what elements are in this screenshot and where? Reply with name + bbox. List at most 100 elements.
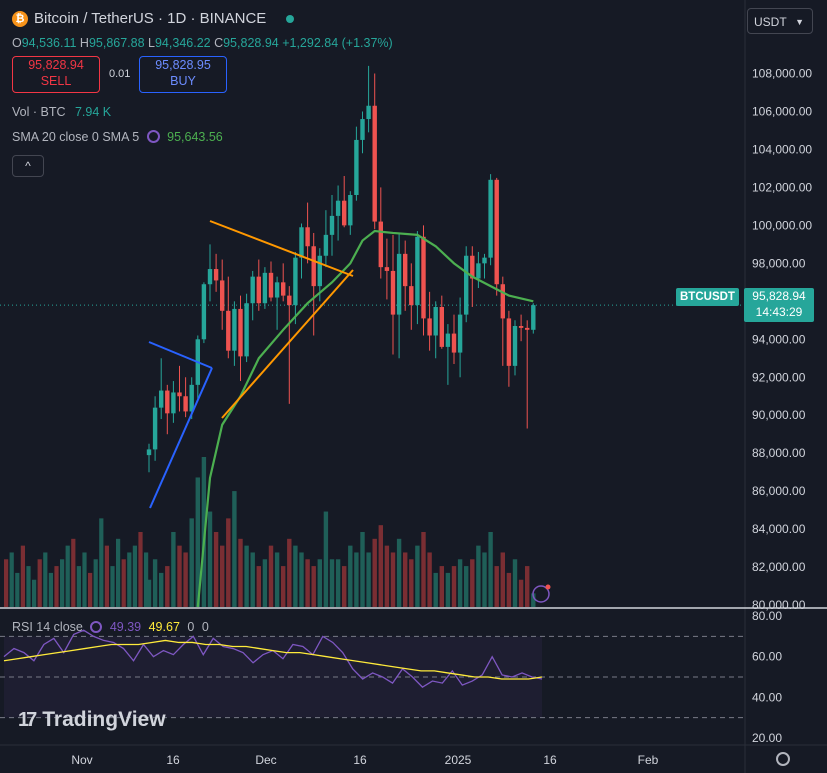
candle-body <box>329 215 335 235</box>
tradingview-logo[interactable]: 17 TradingView <box>18 708 166 732</box>
alert-dot-icon <box>545 584 551 590</box>
volume-bar <box>207 511 213 607</box>
buy-button[interactable]: 95,828.95 BUY <box>139 56 227 93</box>
candle-body <box>506 318 512 366</box>
open-value: 94,536.11 <box>21 36 77 50</box>
volume-bar <box>293 545 298 607</box>
volume-bar <box>317 559 322 607</box>
candle-body <box>213 269 219 281</box>
candle-body <box>189 384 194 412</box>
volume-bar <box>32 579 37 607</box>
volume-bar <box>433 572 438 607</box>
rsi-tick-label: 60.00 <box>752 650 782 664</box>
collapse-legend-button[interactable]: ^ <box>12 155 44 177</box>
price-tick-label: 90,000.00 <box>752 408 806 422</box>
candle-body <box>323 234 329 256</box>
candle-body <box>165 390 170 414</box>
volume-bar <box>213 532 219 607</box>
price-tick-label: 106,000.00 <box>752 104 812 118</box>
time-tick-label: 16 <box>353 753 367 767</box>
price-tick-label: 88,000.00 <box>752 446 806 460</box>
rsi-tick-label: 80.00 <box>752 609 782 623</box>
loading-icon <box>146 130 160 143</box>
volume-bar <box>445 572 451 607</box>
volume-bar <box>281 566 286 607</box>
volume-bar <box>354 552 359 607</box>
orange-trendline <box>209 220 354 277</box>
sell-button[interactable]: 95,828.94 SELL <box>12 56 100 93</box>
candle-body <box>171 392 176 414</box>
orange-trendline <box>221 269 354 419</box>
volume-bar <box>348 545 353 607</box>
sell-label: SELL <box>40 74 72 88</box>
candle-body <box>311 246 316 287</box>
rsi-tick-label: 20.00 <box>752 731 782 745</box>
price-tick-label: 82,000.00 <box>752 560 806 574</box>
volume-bar <box>335 559 341 607</box>
volume-bar <box>99 518 104 607</box>
volume-bar <box>171 532 176 607</box>
volume-bar <box>488 532 493 607</box>
last-price-label: 95,828.94 14:43:29 <box>744 288 814 322</box>
time-tick-label: 2025 <box>445 753 472 767</box>
volume-bar <box>457 559 463 607</box>
candle-body <box>482 257 487 264</box>
candle-body <box>256 276 261 304</box>
candle-body <box>488 179 493 258</box>
candle-body <box>403 253 408 287</box>
volume-legend[interactable]: Vol · BTC 7.94 K <box>12 105 111 119</box>
volume-bar <box>146 579 152 607</box>
volume-bar <box>65 545 70 607</box>
candle-body <box>531 305 536 330</box>
volume-bar <box>110 566 115 607</box>
candle-body <box>348 194 353 226</box>
volume-bar <box>329 559 335 607</box>
candle-body <box>274 282 280 298</box>
volume-bar <box>287 538 292 607</box>
sma-legend[interactable]: SMA 20 close 0 SMA 5 95,643.56 <box>12 130 223 144</box>
candle-body <box>445 333 451 347</box>
sell-price: 95,828.94 <box>28 58 84 72</box>
volume-bar <box>88 572 93 607</box>
settings-icon[interactable] <box>776 752 790 766</box>
candle-body <box>244 303 249 357</box>
symbol-title[interactable]: Bitcoin / TetherUS · 1D · BINANCE <box>34 10 267 27</box>
volume-bar <box>311 566 316 607</box>
volume-bar <box>421 532 426 607</box>
candle-body <box>457 314 463 353</box>
volume-bar <box>525 566 530 607</box>
volume-label: Vol · BTC <box>12 105 66 119</box>
volume-bar <box>470 559 475 607</box>
loading-icon <box>90 621 103 633</box>
volume-bar <box>415 545 420 607</box>
candle-body <box>366 105 371 120</box>
rsi-legend[interactable]: RSI 14 close 49.39 49.67 0 0 <box>12 620 209 634</box>
bar-countdown: 14:43:29 <box>755 305 803 319</box>
currency-value: USDT <box>754 15 787 29</box>
candle-body <box>433 307 438 336</box>
candle-body <box>146 449 152 456</box>
volume-bar <box>127 552 132 607</box>
volume-bar <box>132 545 137 607</box>
volume-bar <box>60 559 65 607</box>
price-tick-label: 98,000.00 <box>752 256 806 270</box>
candle-body <box>439 307 444 347</box>
candle-body <box>409 286 414 306</box>
candle-body <box>335 200 341 216</box>
volume-bar <box>531 593 536 607</box>
volume-bar <box>256 566 261 607</box>
candle-body <box>500 284 505 319</box>
blue-trendline <box>148 341 213 369</box>
volume-bar <box>20 545 25 607</box>
close-value: 95,828.94 <box>223 36 279 50</box>
price-tick-label: 94,000.00 <box>752 332 806 346</box>
candle-body <box>152 407 158 450</box>
currency-select[interactable]: USDT ▼ <box>747 8 813 34</box>
volume-bar <box>9 552 14 607</box>
volume-bar <box>138 532 143 607</box>
volume-bar <box>183 552 188 607</box>
candle-body <box>354 139 359 195</box>
volume-bar <box>189 518 194 607</box>
candle-body <box>317 255 322 287</box>
